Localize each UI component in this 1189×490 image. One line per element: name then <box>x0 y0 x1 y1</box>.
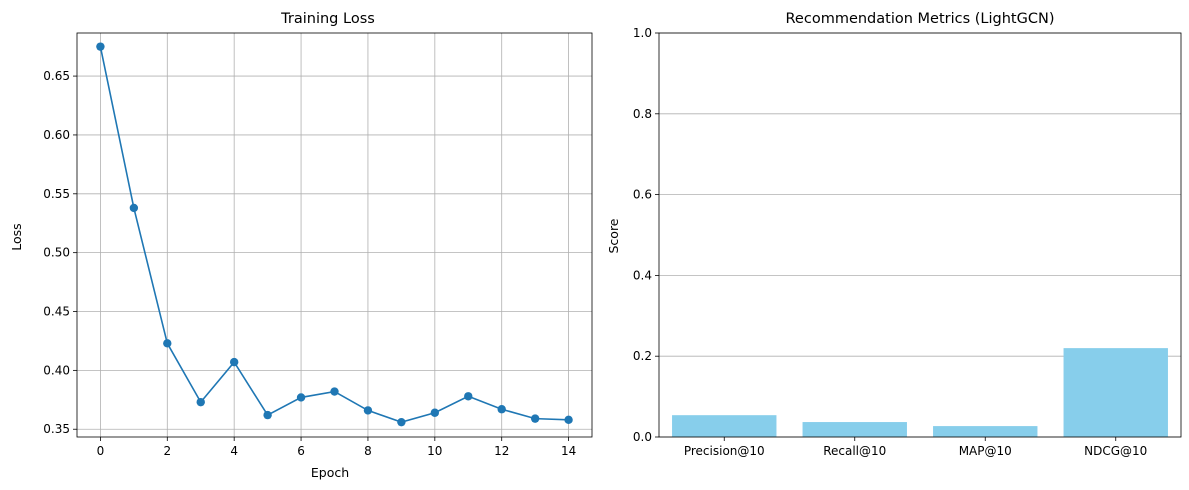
metric-bar <box>672 415 777 437</box>
loss-x-tick-label: 4 <box>230 444 238 458</box>
loss-data-point <box>96 42 105 51</box>
metrics-y-tick-label: 0.0 <box>633 430 652 444</box>
metrics-plot-frame <box>658 32 1182 438</box>
metric-bar <box>802 422 907 437</box>
loss-x-tick-label: 0 <box>97 444 105 458</box>
loss-x-tick-label: 14 <box>561 444 576 458</box>
loss-y-tick-label: 0.55 <box>43 187 70 201</box>
metrics-x-tick-label: MAP@10 <box>959 444 1012 458</box>
metrics-x-tick-label: Recall@10 <box>823 444 886 458</box>
loss-x-tick-label: 12 <box>494 444 509 458</box>
metrics-y-tick-label: 1.0 <box>633 26 652 40</box>
metrics-y-tick-label: 0.8 <box>633 107 652 121</box>
metrics-y-tick-label: 0.4 <box>633 268 652 282</box>
loss-data-point <box>363 406 373 415</box>
loss-x-tick-label: 6 <box>297 444 305 458</box>
metrics-x-tick-label: Precision@10 <box>684 444 765 458</box>
loss-series <box>96 42 573 427</box>
loss-y-tick-label: 0.40 <box>43 363 70 377</box>
loss-data-point <box>229 357 239 367</box>
loss-data-point <box>497 405 506 414</box>
loss-chart-title: Training Loss <box>280 11 375 27</box>
metrics-bars <box>672 348 1168 437</box>
metrics-x-tick-label: NDCG@10 <box>1084 444 1147 458</box>
metrics-axes: 0.0 0.2 0.4 0.6 0.8 1.0 Precision@10 Recall@10 M… <box>633 26 1182 458</box>
loss-y-tick-label: 0.60 <box>43 128 70 142</box>
loss-data-point <box>430 408 440 417</box>
metrics-chart-title: Recommendation Metrics (LightGCN) <box>786 11 1055 27</box>
metrics-y-axis-label: Score <box>606 218 621 253</box>
loss-y-tick-label: 0.35 <box>43 422 70 436</box>
loss-data-point <box>263 410 272 420</box>
loss-data-point <box>397 417 406 427</box>
loss-gridlines <box>77 33 592 437</box>
loss-data-point <box>163 339 172 348</box>
metric-bar <box>933 426 1038 437</box>
loss-data-point <box>464 392 473 401</box>
loss-data-point <box>564 415 573 425</box>
loss-y-tick-label: 0.50 <box>43 246 70 260</box>
metric-bar <box>1063 348 1168 437</box>
loss-x-axis-label: Epoch <box>311 465 349 480</box>
loss-axes: 0 2 4 6 8 10 12 14 0.35 0.40 0.45 0.50 0.55 0.60 0.65 <box>43 32 593 458</box>
loss-y-tick-label: 0.45 <box>43 305 70 319</box>
loss-y-axis-label: Loss <box>9 223 24 250</box>
loss-data-point <box>196 397 205 407</box>
loss-x-tick-label: 2 <box>163 444 171 458</box>
loss-data-point <box>129 203 139 213</box>
recommendation-metrics-chart: Recommendation Metrics (LightGCN) 0.0 0.2… <box>606 11 1182 458</box>
loss-data-point <box>530 414 540 423</box>
metrics-y-tick-label: 0.2 <box>633 349 652 363</box>
loss-x-tick-label: 8 <box>364 444 372 458</box>
loss-plot-frame <box>76 32 593 438</box>
metrics-y-tick-label: 0.6 <box>633 188 652 202</box>
loss-data-point <box>330 387 339 396</box>
loss-data-point <box>296 393 306 402</box>
loss-x-tick-label: 10 <box>427 444 442 458</box>
loss-y-tick-label: 0.65 <box>43 69 70 83</box>
training-loss-chart: Training Loss 0 2 4 6 8 10 12 14 0.35 0.40 0.45 0.5… <box>9 11 593 480</box>
